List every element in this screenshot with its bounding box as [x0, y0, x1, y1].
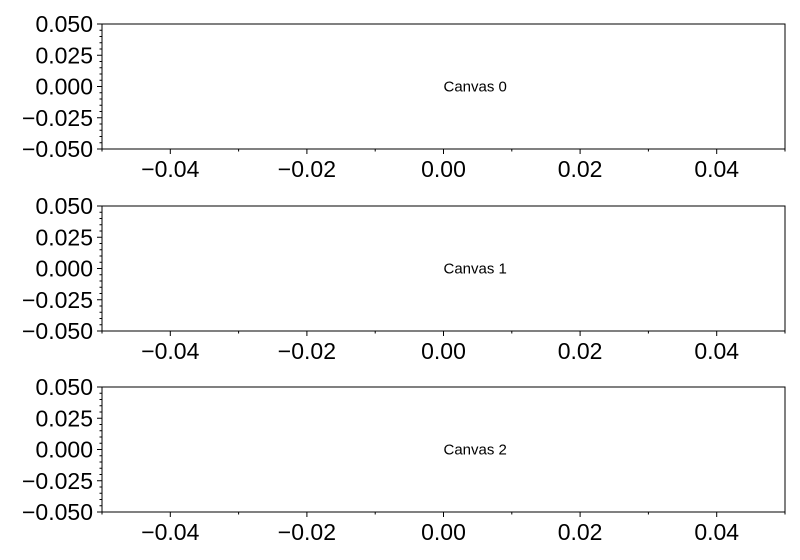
y-tick-label: 0.000 — [35, 256, 93, 282]
chart-panel-2: −0.04 −0.02 0.00 0.02 0.04 0.050 0.025 0.000 −0.… — [22, 374, 786, 545]
y-tick-label: −0.050 — [22, 318, 93, 344]
y-tick-label: −0.050 — [22, 499, 93, 525]
y-tick-label: 0.050 — [35, 11, 93, 37]
y-tick-label: 0.025 — [35, 405, 93, 431]
plot-frame — [101, 23, 786, 150]
plot-frame — [101, 205, 786, 332]
x-tick-label: 0.00 — [421, 519, 466, 545]
y-tick-label: 0.050 — [35, 374, 93, 400]
x-tick-label: 0.02 — [558, 519, 603, 545]
plot-frame — [101, 386, 786, 513]
y-tick-label: 0.000 — [35, 74, 93, 100]
x-tick-label: 0.00 — [421, 338, 466, 364]
y-tick-label: 0.000 — [35, 437, 93, 463]
x-tick-label: −0.04 — [141, 519, 199, 545]
x-tick-label: −0.04 — [141, 338, 199, 364]
y-tick-label: −0.050 — [22, 136, 93, 162]
x-tick-label: 0.04 — [694, 156, 739, 182]
y-tick-label: 0.025 — [35, 224, 93, 250]
chart-panel-1: −0.04 −0.02 0.00 0.02 0.04 0.050 0.025 0.000 −0.… — [22, 193, 786, 364]
x-tick-label: 0.04 — [694, 519, 739, 545]
x-tick-label: 0.00 — [421, 156, 466, 182]
canvas-label: Canvas 1 — [444, 261, 507, 278]
y-tick-label: −0.025 — [22, 468, 93, 494]
y-tick-label: −0.025 — [22, 287, 93, 313]
canvas-label: Canvas 0 — [444, 79, 507, 96]
x-tick-label: 0.04 — [694, 338, 739, 364]
y-tick-label: −0.025 — [22, 105, 93, 131]
y-tick-label: 0.025 — [35, 42, 93, 68]
x-tick-label: 0.02 — [558, 156, 603, 182]
y-tick-label: 0.050 — [35, 193, 93, 219]
x-tick-label: −0.02 — [278, 156, 336, 182]
x-tick-label: −0.02 — [278, 338, 336, 364]
chart-panel-0: −0.04 −0.02 0.00 0.02 0.04 0.050 0.025 0.000 −0.… — [22, 11, 786, 182]
x-tick-label: −0.04 — [141, 156, 199, 182]
x-tick-label: −0.02 — [278, 519, 336, 545]
x-tick-label: 0.02 — [558, 338, 603, 364]
canvas-label: Canvas 2 — [444, 442, 507, 459]
